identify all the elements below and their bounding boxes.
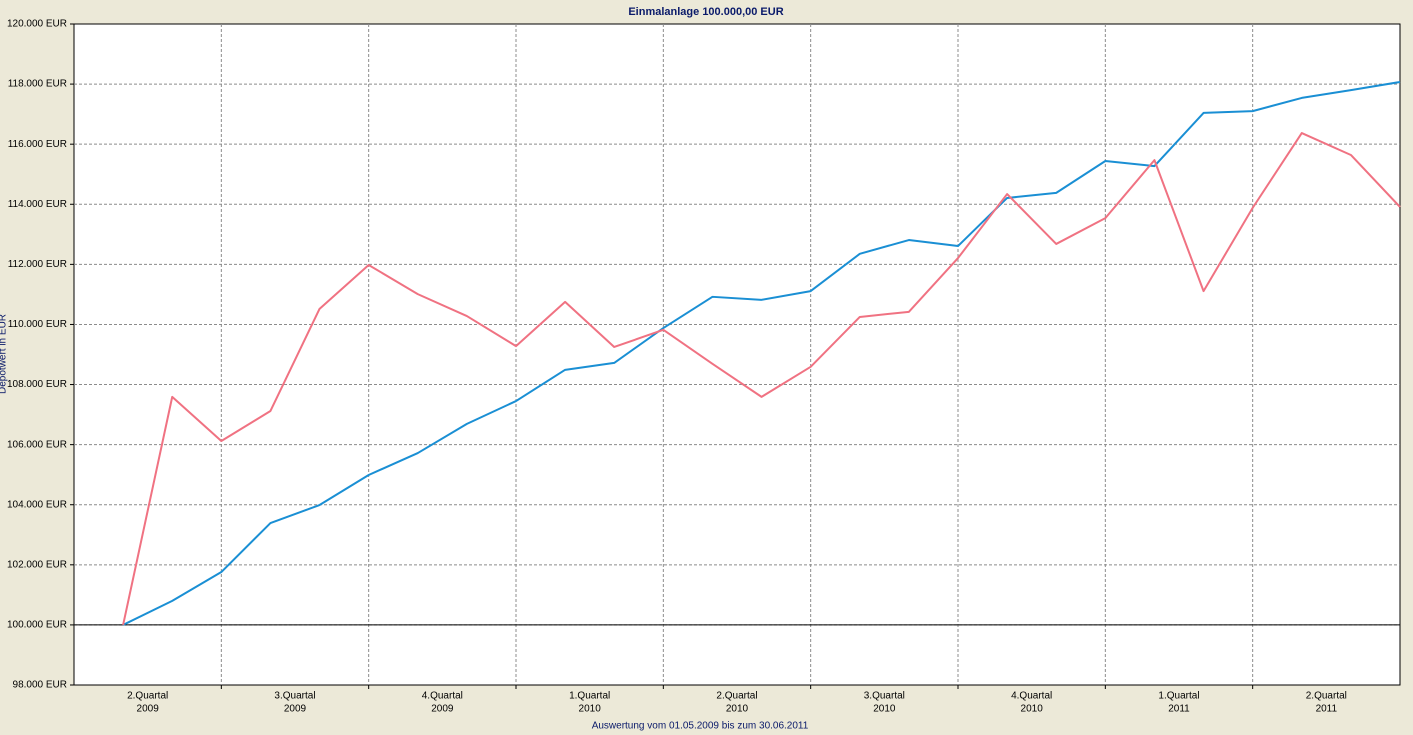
x-tick-label: 2011	[1316, 704, 1338, 715]
y-tick-label: 112.000 EUR	[8, 259, 67, 270]
x-tick-label: 3.Quartal	[864, 691, 905, 702]
y-tick-label: 118.000 EUR	[8, 79, 67, 90]
x-tick-label: 4.Quartal	[1011, 691, 1052, 702]
x-tick-label: 2009	[284, 704, 307, 715]
series-line	[122, 81, 1401, 626]
series-line	[122, 132, 1401, 626]
x-tick-label: 2.Quartal	[1306, 691, 1347, 702]
x-tick-label: 3.Quartal	[274, 691, 315, 702]
x-tick-label: 4.Quartal	[422, 691, 463, 702]
y-tick-label: 98.000 EUR	[13, 680, 67, 691]
plot-area	[73, 23, 1401, 686]
y-tick-label: 102.000 EUR	[7, 559, 67, 570]
x-tick-label: 2010	[1021, 704, 1044, 715]
y-tick-label: 110.000 EUR	[8, 319, 67, 330]
y-tick-label: 114.000 EUR	[8, 199, 67, 210]
y-axis-label: Depotwert in EUR	[0, 314, 9, 394]
x-tick-label: 1.Quartal	[1158, 691, 1199, 702]
x-tick-label: 1.Quartal	[569, 691, 610, 702]
x-tick-label: 2009	[431, 704, 454, 715]
y-tick-label: 106.000 EUR	[7, 439, 67, 450]
x-tick-label: 2009	[137, 704, 160, 715]
y-tick-label: 108.000 EUR	[7, 379, 67, 390]
x-tick-label: 2.Quartal	[716, 691, 757, 702]
x-tick-label: 2011	[1168, 704, 1190, 715]
x-tick-label: 2010	[579, 704, 602, 715]
x-tick-label: 2010	[726, 704, 749, 715]
y-tick-label: 104.000 EUR	[7, 499, 67, 510]
y-tick-label: 100.000 EUR	[7, 620, 67, 631]
x-tick-label: 2.Quartal	[127, 691, 168, 702]
y-tick-label: 120.000 EUR	[7, 19, 67, 30]
x-tick-label: 2010	[873, 704, 896, 715]
y-tick-label: 116.000 EUR	[8, 139, 67, 150]
chart-title: Einmalanlage 100.000,00 EUR	[628, 6, 783, 18]
x-axis-label: Auswertung vom 01.05.2009 bis zum 30.06.…	[592, 721, 809, 732]
